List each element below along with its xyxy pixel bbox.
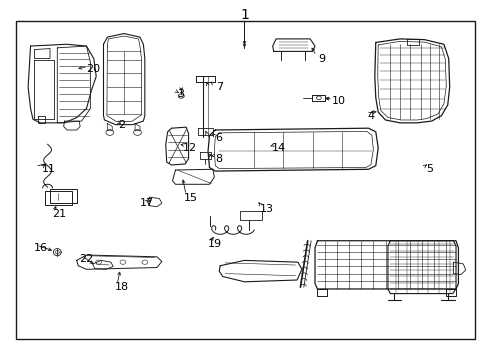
- Text: 13: 13: [259, 203, 273, 213]
- Text: 4: 4: [366, 111, 374, 121]
- Text: 7: 7: [215, 82, 223, 92]
- Text: 2: 2: [118, 120, 125, 130]
- Text: 6: 6: [215, 133, 222, 143]
- Bar: [16, 21, 474, 339]
- Text: 14: 14: [271, 143, 285, 153]
- Text: 3: 3: [177, 89, 183, 99]
- Text: 10: 10: [332, 96, 346, 107]
- Text: 8: 8: [215, 154, 223, 163]
- Text: 16: 16: [34, 243, 48, 253]
- Bar: [239, 211, 261, 220]
- Text: 12: 12: [183, 143, 197, 153]
- Text: 20: 20: [85, 64, 100, 74]
- Text: 21: 21: [52, 209, 66, 219]
- Text: 15: 15: [183, 193, 198, 203]
- Text: 22: 22: [79, 253, 93, 264]
- Text: 1: 1: [240, 8, 248, 22]
- Text: 17: 17: [140, 198, 154, 208]
- Text: 9: 9: [318, 54, 325, 64]
- Bar: [45, 192, 72, 205]
- Text: 18: 18: [115, 282, 129, 292]
- Text: 11: 11: [41, 164, 56, 174]
- Text: 19: 19: [208, 239, 222, 249]
- Bar: [50, 189, 77, 203]
- Text: 5: 5: [425, 164, 432, 174]
